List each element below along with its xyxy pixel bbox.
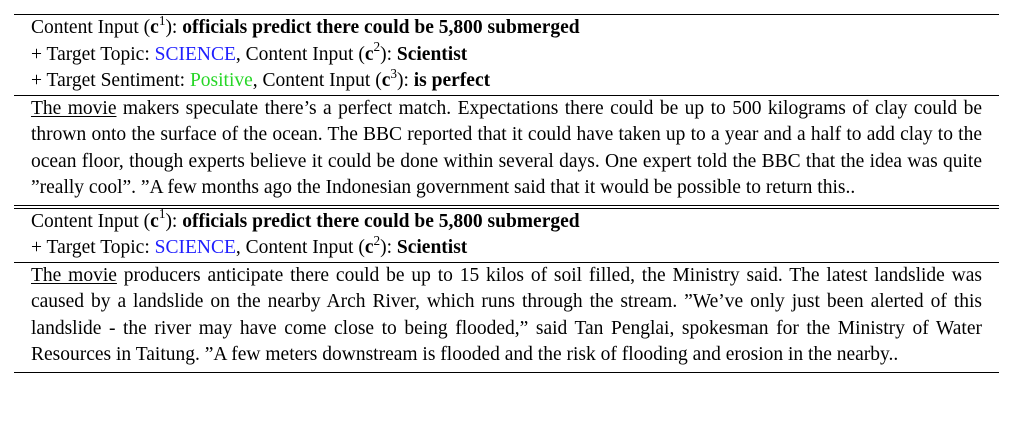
superscript: 1 [158, 206, 166, 222]
block1-content-input-1: Content Input (c1): officials predict th… [31, 12, 982, 42]
prompt-text: The movie [31, 264, 117, 286]
content-value: is perfect [413, 70, 491, 91]
content-value: officials predict there could be 5,800 s… [182, 17, 580, 38]
content-value: Scientist [396, 43, 468, 65]
label-suffix: ): [165, 17, 183, 38]
math-var: c [364, 43, 374, 65]
math-var: c [150, 210, 159, 232]
label-suffix: ): [380, 43, 397, 65]
block2-conditions: Content Input (c1): officials predict th… [14, 206, 999, 262]
label-suffix: ): [165, 210, 183, 232]
superscript: 2 [373, 232, 381, 248]
label-suffix: ): [380, 237, 397, 258]
topic-value: SCIENCE [154, 237, 236, 258]
generated-text: producers anticipate there could be up t… [31, 264, 982, 366]
label: , Content Input ( [235, 237, 365, 258]
block2-output: The movie producers anticipate there cou… [14, 263, 999, 372]
content-value: officials predict there could be 5,800 s… [182, 210, 580, 232]
topic-value: SCIENCE [154, 43, 236, 65]
top-rule [14, 14, 999, 15]
generated-text: makers speculate there’s a perfect match… [31, 97, 982, 199]
block2-content-input-1: Content Input (c1): officials predict th… [31, 206, 982, 236]
label: + Target Topic: [31, 43, 155, 65]
bottom-rule [14, 371, 999, 373]
label: + Target Sentiment: [31, 70, 190, 91]
math-var: c [150, 17, 159, 38]
double-rule [14, 204, 999, 209]
math-var: c [364, 237, 374, 258]
mid-rule-2 [14, 261, 999, 263]
prompt-text: The movie [31, 97, 117, 119]
block1-output: The movie makers speculate there’s a per… [14, 96, 999, 205]
label: , Content Input ( [235, 43, 365, 65]
mid-rule [14, 94, 999, 96]
sentiment-value: Positive [189, 70, 253, 91]
label: , Content Input ( [252, 70, 382, 91]
block1-topic-line: + Target Topic: SCIENCE, Content Input (… [31, 39, 982, 69]
superscript: 3 [390, 65, 397, 81]
block2-topic-line: + Target Topic: SCIENCE, Content Input (… [31, 232, 982, 262]
superscript: 1 [158, 12, 166, 28]
superscript: 2 [373, 39, 381, 55]
content-value: Scientist [396, 237, 468, 258]
label-suffix: ): [396, 70, 414, 91]
label: + Target Topic: [31, 237, 155, 258]
example-table: Content Input (c1): officials predict th… [14, 14, 999, 373]
label: Content Input ( [31, 17, 151, 38]
block1-sentiment-line: + Target Sentiment: Positive, Content In… [31, 65, 982, 95]
label: Content Input ( [31, 210, 151, 232]
block1-conditions: Content Input (c1): officials predict th… [14, 12, 999, 95]
math-var: c [381, 70, 391, 91]
